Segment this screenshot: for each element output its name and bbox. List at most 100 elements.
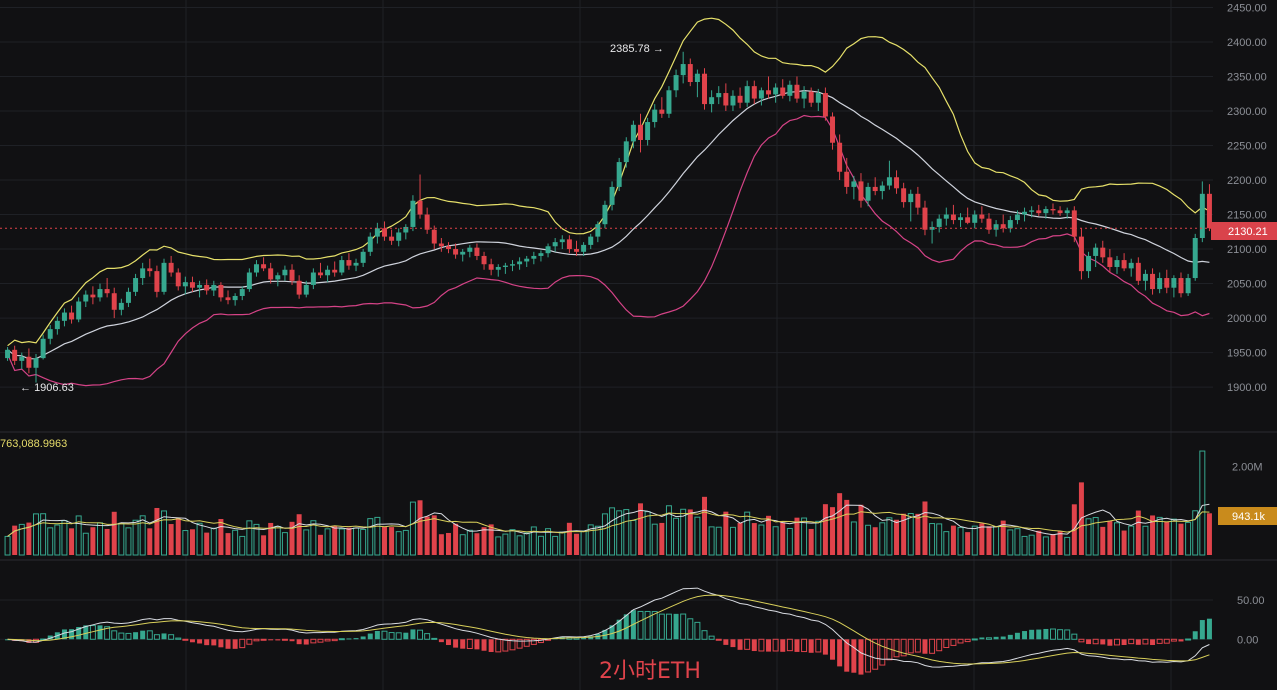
candle-body [239, 289, 245, 296]
candle-body [581, 244, 587, 252]
macd-histogram-bar [431, 637, 438, 640]
macd-histogram-bar [189, 639, 195, 643]
volume-bar [26, 522, 32, 555]
candle-body [54, 320, 60, 330]
macd-histogram-bar [275, 639, 281, 641]
candle-body [723, 93, 729, 106]
macd-histogram-bar [118, 632, 125, 640]
price-tick-label: 2450.00 [1227, 2, 1267, 14]
volume-bar [360, 528, 367, 556]
candle-body [645, 122, 651, 140]
candle-body [317, 272, 323, 276]
candle-body [488, 264, 494, 270]
volume-bar [772, 526, 779, 556]
candle-body [495, 266, 501, 270]
macd-histogram-bar [204, 639, 210, 646]
volume-bar [424, 516, 430, 555]
macd-histogram [5, 610, 1212, 675]
macd-histogram-bar [830, 639, 836, 660]
candle-body [673, 75, 679, 91]
candle-body [246, 272, 252, 290]
volume-bar [481, 527, 487, 555]
candle-body [268, 268, 274, 280]
candle-body [773, 87, 779, 95]
candle-body [709, 97, 715, 105]
candle-body [1142, 273, 1148, 281]
volume-bar [929, 523, 936, 556]
candle-body [1014, 214, 1020, 221]
macd-histogram-bar [76, 627, 82, 640]
volume-bar [196, 522, 203, 556]
macd-histogram-bar [225, 639, 231, 649]
macd-histogram-bar [281, 638, 288, 641]
volume-bar [1064, 536, 1071, 556]
candle-body [189, 282, 195, 288]
macd-histogram-bar [616, 619, 622, 640]
candle-body [445, 246, 451, 250]
volume-bar [979, 523, 985, 555]
candle-body [1178, 278, 1184, 294]
macd-histogram-bar [537, 638, 544, 644]
candle-body [360, 251, 366, 263]
volume-tick-label: 2.00M [1232, 462, 1263, 474]
volume-bar [708, 526, 715, 556]
macd-histogram-bar [637, 610, 644, 640]
volume-bar [182, 530, 189, 556]
candle-body [140, 268, 146, 279]
macd-histogram-bar [260, 638, 267, 641]
macd-histogram-bar [26, 639, 32, 643]
macd-histogram-bar [61, 629, 67, 640]
macd-histogram-bar [381, 630, 388, 640]
candle-body [1185, 278, 1191, 294]
candle-body [1164, 278, 1170, 288]
macd-tick-label: 0.00 [1237, 634, 1258, 646]
macd-histogram-bar [936, 638, 943, 652]
macd-histogram-bar [737, 639, 743, 650]
macd-histogram-bar [1206, 618, 1212, 640]
candle-body [730, 95, 736, 106]
volume-bar [858, 504, 864, 555]
macd-histogram-bar [786, 638, 793, 652]
macd-histogram-bar [310, 638, 317, 644]
candle-body [374, 228, 380, 237]
volume-bar [409, 501, 416, 556]
macd-histogram-bar [1092, 638, 1099, 645]
volume-bar [189, 529, 195, 555]
volume-bar [132, 519, 139, 556]
macd-histogram-bar [338, 638, 345, 641]
volume-bar [253, 523, 260, 556]
volume-bar [346, 527, 352, 555]
macd-histogram-bar [1071, 633, 1078, 640]
volume-bar [1107, 520, 1113, 555]
candle-body [993, 224, 999, 230]
volume-bar [18, 523, 25, 556]
volume-bar [1114, 522, 1120, 556]
macd-histogram-bar [581, 637, 587, 640]
macd-histogram-bar [844, 639, 850, 672]
macd-histogram-bar [858, 639, 864, 675]
candle-body [950, 214, 956, 221]
candle-body [111, 293, 117, 310]
candle-body [396, 232, 402, 241]
candle-body [1022, 211, 1028, 215]
candle-body [851, 181, 857, 187]
candle-body [438, 243, 444, 247]
volume-bar [268, 522, 274, 555]
macd-histogram-bar [516, 638, 523, 649]
candle-body [261, 264, 267, 269]
macd-histogram-bar [246, 638, 253, 645]
candle-body [346, 260, 352, 266]
candle-body [47, 329, 53, 339]
candle-body [161, 262, 167, 292]
macd-histogram-bar [758, 638, 765, 652]
macd-histogram-bar [1114, 638, 1120, 646]
macd-histogram-bar [460, 639, 466, 649]
candle-body [908, 193, 914, 203]
macd-histogram-bar [1192, 631, 1198, 640]
candle-body [389, 236, 395, 241]
volume-bar [1164, 521, 1170, 555]
macd-histogram-bar [268, 639, 274, 641]
macd-histogram-bar [289, 639, 295, 642]
candle-body [958, 217, 964, 221]
